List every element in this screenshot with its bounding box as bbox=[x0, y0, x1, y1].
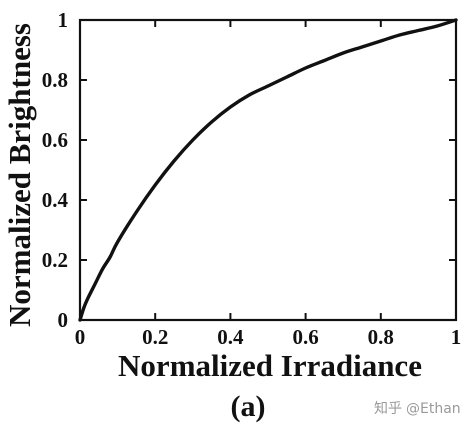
watermark-handle: @Ethan bbox=[406, 401, 461, 417]
plot-area bbox=[78, 18, 458, 322]
plot-frame bbox=[78, 18, 458, 322]
x-tick-label: 0 bbox=[75, 325, 86, 349]
series-group bbox=[78, 18, 458, 322]
y-tick-label: 0.6 bbox=[42, 128, 68, 152]
y-tick-label: 0 bbox=[58, 308, 69, 332]
watermark-logo: 知乎 bbox=[374, 400, 402, 417]
y-tick-label: 1 bbox=[58, 8, 69, 32]
y-tick-label: 0.2 bbox=[42, 248, 68, 272]
x-tick-label: 0.6 bbox=[292, 325, 318, 349]
series-line-0 bbox=[78, 18, 458, 322]
x-tick-label: 0.2 bbox=[142, 325, 168, 349]
x-tick-label: 0.8 bbox=[368, 325, 394, 349]
y-tick-label: 0.8 bbox=[42, 68, 68, 92]
y-tick-label: 0.4 bbox=[42, 188, 69, 212]
x-tick-label: 0.4 bbox=[217, 325, 244, 349]
x-axis-title: Normalized Irradiance bbox=[118, 348, 422, 383]
panel-label: (a) bbox=[231, 390, 266, 423]
tick-group: 0 0.2 0.4 0.6 0.8 1 0 0.2 0.4 0.6 0.8 1 bbox=[42, 8, 462, 349]
x-tick-label: 1 bbox=[451, 325, 462, 349]
watermark: 知乎 @Ethan bbox=[374, 400, 461, 417]
y-axis-title: Normalized Brightness bbox=[2, 23, 37, 327]
